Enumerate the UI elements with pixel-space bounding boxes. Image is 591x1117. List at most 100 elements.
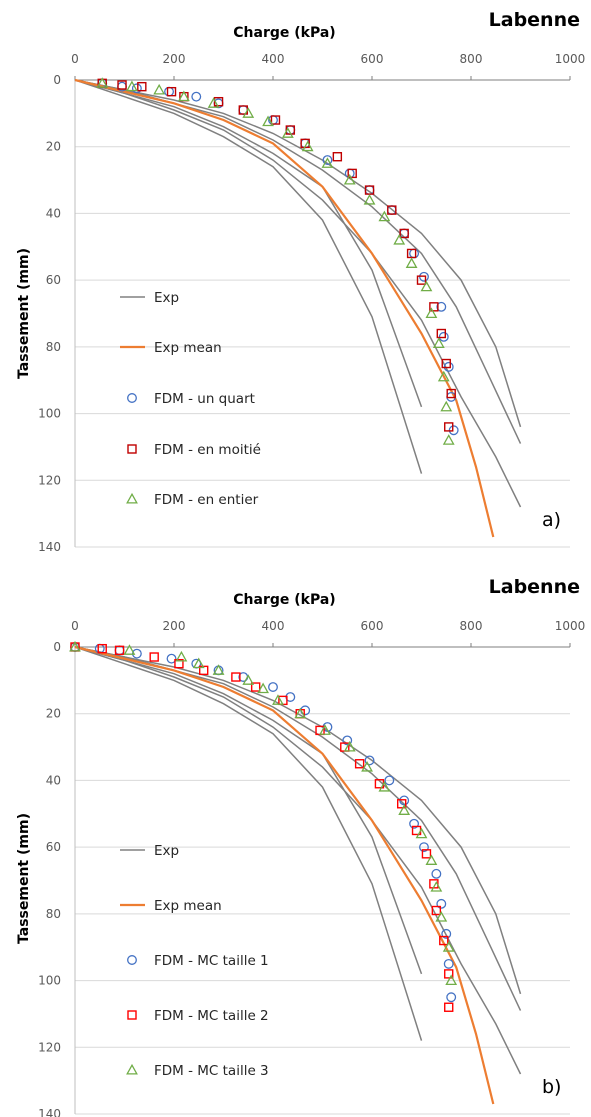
fdm-circle-point xyxy=(384,775,395,786)
fdm-square-point xyxy=(97,643,107,654)
x-tick-label: 800 xyxy=(460,619,483,633)
fdm-circle-point xyxy=(322,155,333,166)
x-tick-label: 400 xyxy=(262,52,285,66)
fdm-square-point xyxy=(149,652,159,662)
fdm-circle-point xyxy=(164,86,175,97)
legend-exp: Exp xyxy=(120,843,179,859)
x-tick-label: 0 xyxy=(71,52,79,66)
fdm-square-point xyxy=(444,969,454,979)
legend-label: FDM - MC taille 3 xyxy=(154,1063,269,1079)
fdm-triangle-point xyxy=(281,127,294,138)
y-tick-label: 0 xyxy=(53,73,61,87)
y-tick-label: 20 xyxy=(46,707,61,721)
x-axis-label: Charge (kPa) xyxy=(233,25,335,41)
legend-label: FDM - en entier xyxy=(154,492,259,508)
fdm-triangle-point xyxy=(321,157,334,168)
exp-mean-line xyxy=(74,78,495,538)
fdm-triangle-point xyxy=(425,854,438,865)
fdm-square-point xyxy=(397,799,407,809)
fdm-triangle-point xyxy=(319,724,331,735)
legend-marker-swatch xyxy=(127,393,137,403)
fdm-square-point xyxy=(444,422,454,432)
exp-series-line xyxy=(74,646,522,1011)
exp-series-line xyxy=(74,646,423,975)
fdm-circle-point xyxy=(446,992,457,1003)
fdm-triangle-point xyxy=(442,941,455,952)
legend-label: FDM - MC taille 2 xyxy=(154,1008,269,1024)
fdm-triangle-point xyxy=(425,307,438,318)
fdm-triangle-point xyxy=(432,337,445,349)
fdm-circle-point xyxy=(131,83,142,94)
fdm-circle-point xyxy=(431,868,442,879)
legend-exp-mean: Exp mean xyxy=(120,898,222,914)
legend-fdm-3: FDM - MC taille 3 xyxy=(126,1063,269,1079)
fdm-square-point xyxy=(347,168,357,179)
chart-panel-1: 0 200 400 600 800 1000 0 20 40 60 80 100 120 140 Laben… xyxy=(16,576,585,1117)
y-tick-label: 80 xyxy=(46,907,61,921)
legend-marker-swatch xyxy=(127,955,137,965)
exp-series-line xyxy=(74,79,522,428)
fdm-circle-point xyxy=(436,301,447,312)
fdm-square-point xyxy=(354,759,365,769)
y-axis-label: Tassement (mm) xyxy=(16,813,32,944)
x-tick-label: 800 xyxy=(460,52,483,66)
fdm-triangle-point xyxy=(257,682,270,694)
legend-exp: Exp xyxy=(120,290,179,306)
fdm-square-point xyxy=(231,672,241,682)
fdm-circle-point xyxy=(443,958,454,969)
x-axis-label: Charge (kPa) xyxy=(233,592,335,608)
fdm-triangle-point xyxy=(378,780,391,792)
x-tick-label: 400 xyxy=(262,619,285,633)
fdm-square-point xyxy=(137,81,147,92)
y-tick-label: 60 xyxy=(46,840,61,854)
fdm-triangle-point xyxy=(126,80,138,92)
exp-series-line xyxy=(74,646,423,1041)
legend-label: Exp mean xyxy=(154,898,222,914)
fdm-circle-point xyxy=(191,91,202,102)
fdm-square-point xyxy=(250,682,261,692)
fdm-square-point xyxy=(441,358,451,369)
legend-label: FDM - un quart xyxy=(154,391,255,407)
legend-fdm-1: FDM - MC taille 1 xyxy=(127,953,269,969)
fdm-square-point xyxy=(166,86,177,97)
fdm-triangle-point xyxy=(445,974,458,986)
fdm-square-point xyxy=(114,645,125,656)
fdm-square-point xyxy=(332,152,343,162)
fdm-triangle-point xyxy=(343,173,356,185)
fdm-triangle-point xyxy=(378,210,391,222)
fdm-circle-point xyxy=(441,928,452,939)
fdm-triangle-point xyxy=(415,827,428,839)
fdm-triangle-point xyxy=(301,140,314,152)
chart-title: Labenne xyxy=(489,576,580,598)
fdm-triangle-point xyxy=(405,257,418,268)
fdm-triangle-point xyxy=(153,83,166,95)
fdm-triangle-point xyxy=(440,400,453,412)
fdm-square-point xyxy=(387,205,397,215)
fdm-square-point xyxy=(270,115,281,125)
y-tick-label: 140 xyxy=(38,540,61,554)
fdm-triangle-point xyxy=(361,760,373,772)
legend-marker-swatch xyxy=(127,444,137,454)
y-tick-label: 40 xyxy=(46,206,61,220)
fdm-square-point xyxy=(439,935,449,946)
legend-marker-swatch xyxy=(126,492,138,504)
fdm-triangle-point xyxy=(207,97,220,108)
fdm-square-point xyxy=(429,302,439,312)
fdm-square-point xyxy=(399,228,409,239)
fdm-triangle-point xyxy=(262,115,274,127)
fdm-square-point xyxy=(117,80,127,90)
exp-mean-line xyxy=(74,645,495,1105)
y-tick-label: 100 xyxy=(38,407,61,421)
legend-marker-swatch xyxy=(126,1063,138,1075)
y-tick-label: 80 xyxy=(46,340,61,354)
fdm-triangle-point xyxy=(398,804,411,815)
x-tick-label: 200 xyxy=(163,619,186,633)
y-tick-label: 120 xyxy=(38,473,61,487)
fdm-triangle-point xyxy=(442,434,455,445)
y-tick-label: 40 xyxy=(46,773,61,787)
fdm-triangle-point xyxy=(363,193,376,205)
fdm-square-point xyxy=(444,1002,454,1012)
exp-series-line xyxy=(74,79,423,474)
y-tick-label: 120 xyxy=(38,1040,61,1054)
